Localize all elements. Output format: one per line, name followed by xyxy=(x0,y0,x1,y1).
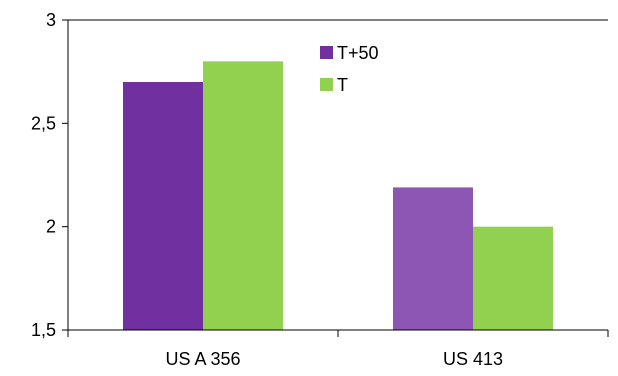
y-tick-label: 2,5 xyxy=(31,113,56,133)
y-tick-label: 2 xyxy=(46,217,56,237)
legend-label: T+50 xyxy=(337,43,379,63)
x-category-label: US 413 xyxy=(443,349,503,369)
legend: T+50 T xyxy=(320,43,379,95)
bar-t-50-1 xyxy=(393,187,473,330)
x-category-label: US A 356 xyxy=(165,349,240,369)
legend-label: T xyxy=(337,75,348,95)
bar-t-1 xyxy=(473,226,553,330)
legend-swatch xyxy=(320,46,333,59)
y-axis-ticks: 1,5 2 2,5 3 xyxy=(31,10,68,340)
bars-group xyxy=(123,61,553,330)
y-tick-label: 3 xyxy=(46,10,56,30)
x-axis-ticks: US A 356 US 413 xyxy=(67,330,609,369)
legend-swatch xyxy=(320,78,333,91)
y-tick-label: 1,5 xyxy=(31,320,56,340)
bar-t-50-0 xyxy=(123,82,203,330)
bar-t-0 xyxy=(203,61,283,330)
